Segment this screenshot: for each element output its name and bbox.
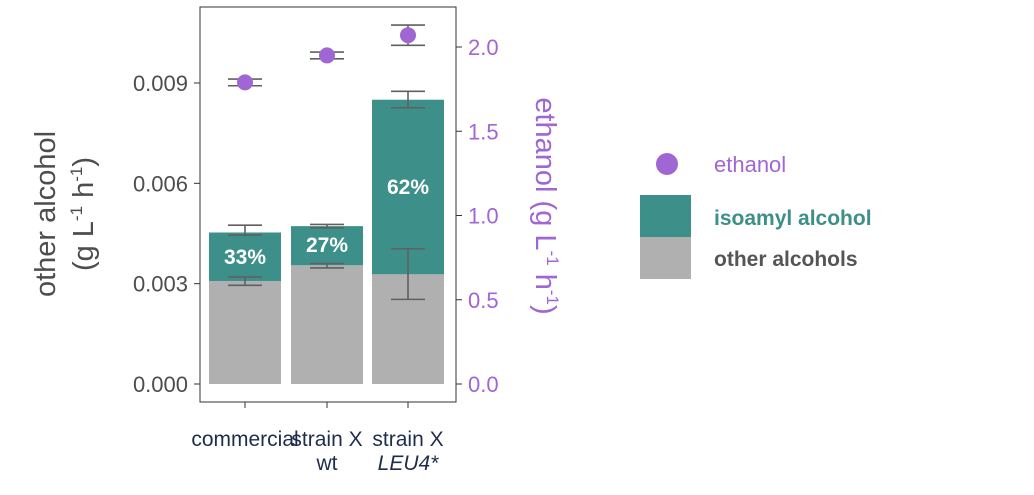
left-tick-label: 0.006	[133, 171, 188, 196]
unit-text: )	[68, 157, 100, 167]
unit-superscript: -1	[67, 167, 86, 182]
unit-superscript: -1	[543, 290, 562, 305]
left-tick-label: 0.003	[133, 272, 188, 297]
point-ethanol	[319, 47, 335, 64]
legend-key-ethanol	[656, 153, 678, 175]
plot-panel-border	[199, 6, 457, 403]
unit-superscript: -1	[67, 206, 86, 221]
right-axis-title: ethanol (g L-1 h-1)	[529, 97, 562, 314]
legend-label-isoamyl-alcohol: isoamyl alcohol	[714, 207, 872, 230]
left-tick-label: 0.009	[133, 71, 188, 96]
bar-percent-label: 33%	[224, 246, 266, 269]
x-tick-label: wt	[316, 452, 338, 475]
unit-superscript: -1	[543, 251, 562, 266]
left-axis-title-line1: other alcohol	[30, 131, 62, 297]
point-ethanol	[400, 27, 416, 44]
bar-isoamyl-alcohol	[372, 99, 444, 275]
points-layer	[237, 27, 416, 91]
bar-other-alcohols	[291, 265, 363, 384]
right-tick-label: 1.0	[468, 204, 499, 229]
right-tick-label: 2.0	[468, 35, 499, 60]
x-tick-label: commercial	[191, 428, 298, 451]
bar-isoamyl-alcohol	[209, 232, 281, 281]
x-tick-label: strain X	[372, 428, 443, 451]
unit-text: h	[68, 182, 100, 206]
legend-key-isoamyl-alcohol	[640, 195, 691, 237]
legend-label-ethanol: ethanol	[714, 152, 786, 177]
legend-label-other-alcohols: other alcohols	[714, 248, 858, 271]
right-tick-label: 0.5	[468, 288, 499, 313]
legend-key-other-alcohols	[640, 237, 691, 279]
bar-percent-label: 27%	[306, 234, 348, 257]
right-tick-label: 1.5	[468, 119, 499, 144]
bar-other-alcohols	[209, 280, 281, 384]
unit-text: ethanol (g L	[529, 97, 561, 250]
unit-text: h	[529, 266, 561, 290]
bars-layer	[209, 99, 444, 384]
bar-labels-layer: 33% 27% 62%	[224, 176, 429, 269]
left-axis-title-line2: (g L-1 h-1)	[67, 157, 100, 271]
unit-text: (g L	[68, 221, 100, 271]
bar-isoamyl-alcohol	[291, 226, 363, 266]
left-tick-label: 0.000	[133, 372, 188, 397]
x-tick-label: strain X	[291, 428, 362, 451]
right-tick-label: 0.0	[468, 372, 499, 397]
x-tick-label: LEU4*	[378, 452, 440, 475]
left-axis: 0.000 0.003 0.006 0.009 other alcohol (g L-1 …	[30, 71, 200, 397]
unit-text: )	[529, 305, 561, 315]
bar-percent-label: 62%	[387, 176, 429, 199]
legend: ethanol isoamyl alcohol other alcohols	[640, 152, 872, 279]
point-ethanol	[237, 74, 253, 91]
error-bars-layer	[228, 24, 425, 301]
